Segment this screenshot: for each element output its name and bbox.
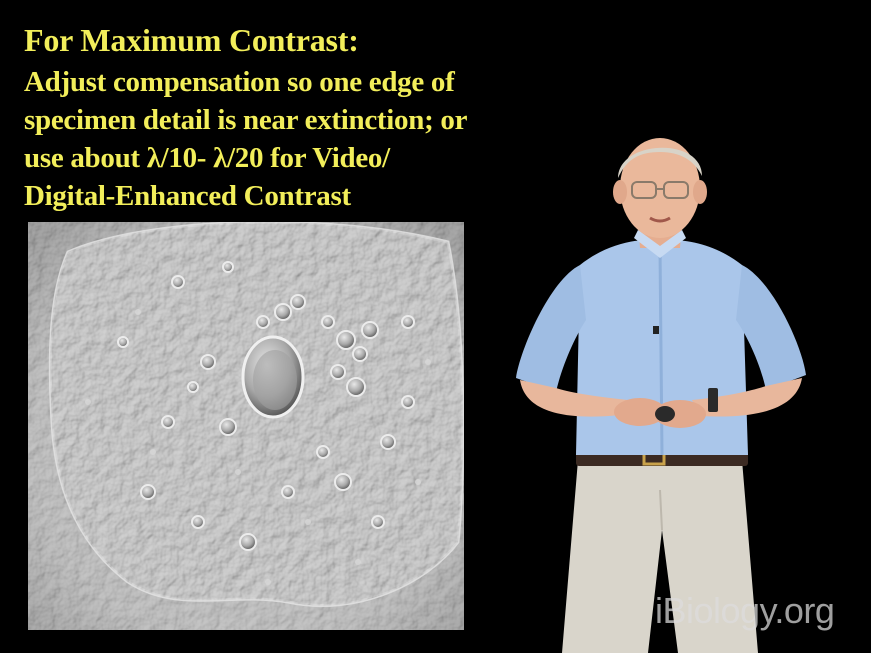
- slide-text-line-1: Adjust compensation so one edge of: [24, 66, 455, 98]
- dic-micrograph-image: [28, 222, 464, 630]
- presenter-figure: [516, 138, 806, 653]
- slide-text-line-3: use about λ/10- λ/20 for Video/: [24, 142, 390, 174]
- slide-text-line-4: Digital-Enhanced Contrast: [24, 180, 351, 212]
- slide-title: For Maximum Contrast:: [24, 22, 359, 58]
- ibiology-watermark: iBiology.org: [655, 590, 835, 631]
- slide-text-line-2: specimen detail is near extinction; or: [24, 104, 468, 136]
